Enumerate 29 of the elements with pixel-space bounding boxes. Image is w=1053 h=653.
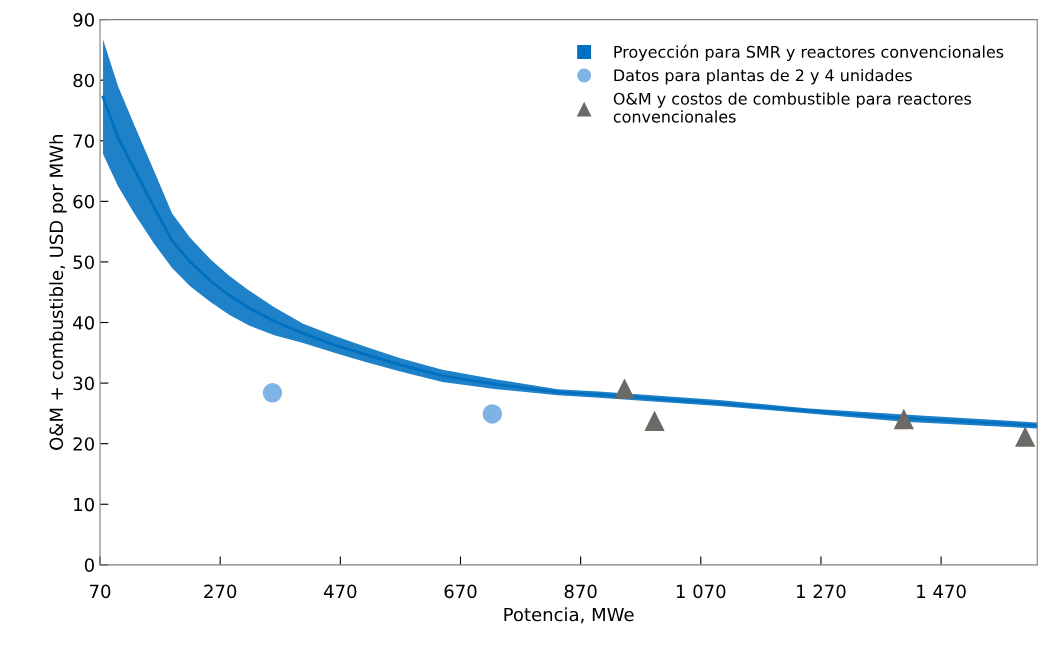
- x-tick-label: 670: [444, 584, 477, 599]
- y-tick-label: 20: [73, 437, 94, 451]
- y-tick-label: 10: [74, 497, 94, 512]
- y-tick-label: 0: [84, 558, 94, 572]
- y-axis-title: O&M + combustible, USD por MWh: [49, 135, 67, 450]
- x-axis-title: Potencia, MWe: [504, 607, 634, 624]
- x-tick-label: 1 470: [917, 584, 966, 599]
- y-tick-label: 90: [73, 13, 94, 27]
- point: [262, 383, 283, 403]
- point: [614, 379, 635, 399]
- legend-label: Proyección para SMR y reactores convencionales: [614, 44, 1004, 61]
- y-tick-label: 50: [73, 255, 94, 270]
- y-tick-label: 60: [73, 194, 94, 209]
- y-tick-label: 80: [73, 73, 94, 88]
- point: [1015, 427, 1035, 447]
- y-tick-label: 40: [73, 315, 94, 330]
- point: [644, 411, 665, 431]
- x-tick-label: 470: [323, 584, 357, 599]
- legend-label: O&M y costos de combustible para reactores convencionales: [613, 92, 972, 123]
- y-tick-label: 70: [73, 134, 94, 148]
- point: [482, 404, 503, 424]
- point: [894, 409, 914, 430]
- y-tick-label: 30: [73, 376, 94, 391]
- x-tick-label: 70: [90, 584, 111, 599]
- x-tick-label: 1 070: [676, 584, 726, 599]
- x-tick-label: 270: [204, 584, 237, 599]
- x-tick-label: 1 270: [797, 584, 846, 599]
- x-tick-label: 870: [564, 584, 597, 599]
- legend-label: Datos para plantas de 2 y 4 unidades: [614, 68, 912, 85]
